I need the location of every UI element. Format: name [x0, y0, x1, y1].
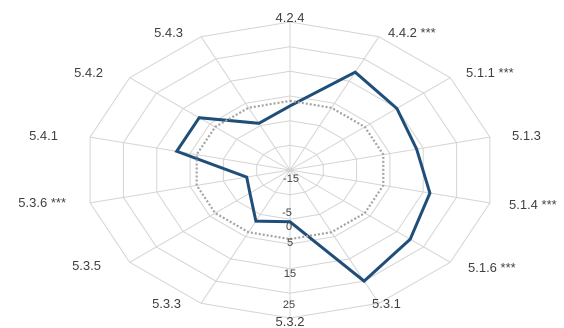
grid-layer [89, 21, 491, 319]
spoke-11 [90, 169, 291, 204]
tick-label: 0 [286, 221, 292, 233]
spoke-9 [200, 169, 291, 304]
tick-label: 5 [287, 237, 293, 249]
tick-label: 15 [284, 268, 296, 280]
spoke-13 [129, 77, 291, 171]
category-label: 5.3.1 [372, 296, 401, 311]
tick-label: -5 [282, 207, 292, 219]
spoke-3 [289, 77, 451, 171]
tick-label: -15 [283, 173, 299, 185]
category-label: 5.3.3 [152, 296, 181, 311]
spoke-5 [289, 169, 490, 204]
category-label: 5.1.3 [512, 128, 541, 143]
reference-series-line [195, 99, 385, 241]
category-label: 5.4.3 [154, 25, 183, 40]
category-label: 5.4.2 [74, 65, 103, 80]
main-series-line [174, 70, 432, 284]
spoke-6 [289, 169, 451, 263]
spoke-2 [289, 36, 380, 171]
category-label: 5.3.6 *** [18, 195, 66, 210]
category-label: 4.4.2 *** [388, 25, 436, 40]
tick-label: 25 [283, 299, 295, 311]
category-label: 5.3.2 [276, 314, 305, 328]
category-label: 5.1.6 *** [468, 260, 516, 275]
spoke-12 [90, 136, 291, 171]
category-label: 5.3.5 [72, 258, 101, 273]
category-label: 5.4.1 [29, 128, 58, 143]
spoke-10 [129, 169, 291, 263]
spoke-14 [200, 36, 291, 171]
series-layer [174, 70, 432, 284]
category-label: 4.2.4 [276, 10, 305, 25]
category-label: 5.1.1 *** [466, 65, 514, 80]
category-label: 5.1.4 *** [509, 197, 557, 212]
spoke-4 [289, 136, 490, 171]
label-layer: -15 -5 0 5 15 25 4.2.4 4.4.2 *** 5.1.1 *** 5.1.3 5… [18, 10, 556, 328]
